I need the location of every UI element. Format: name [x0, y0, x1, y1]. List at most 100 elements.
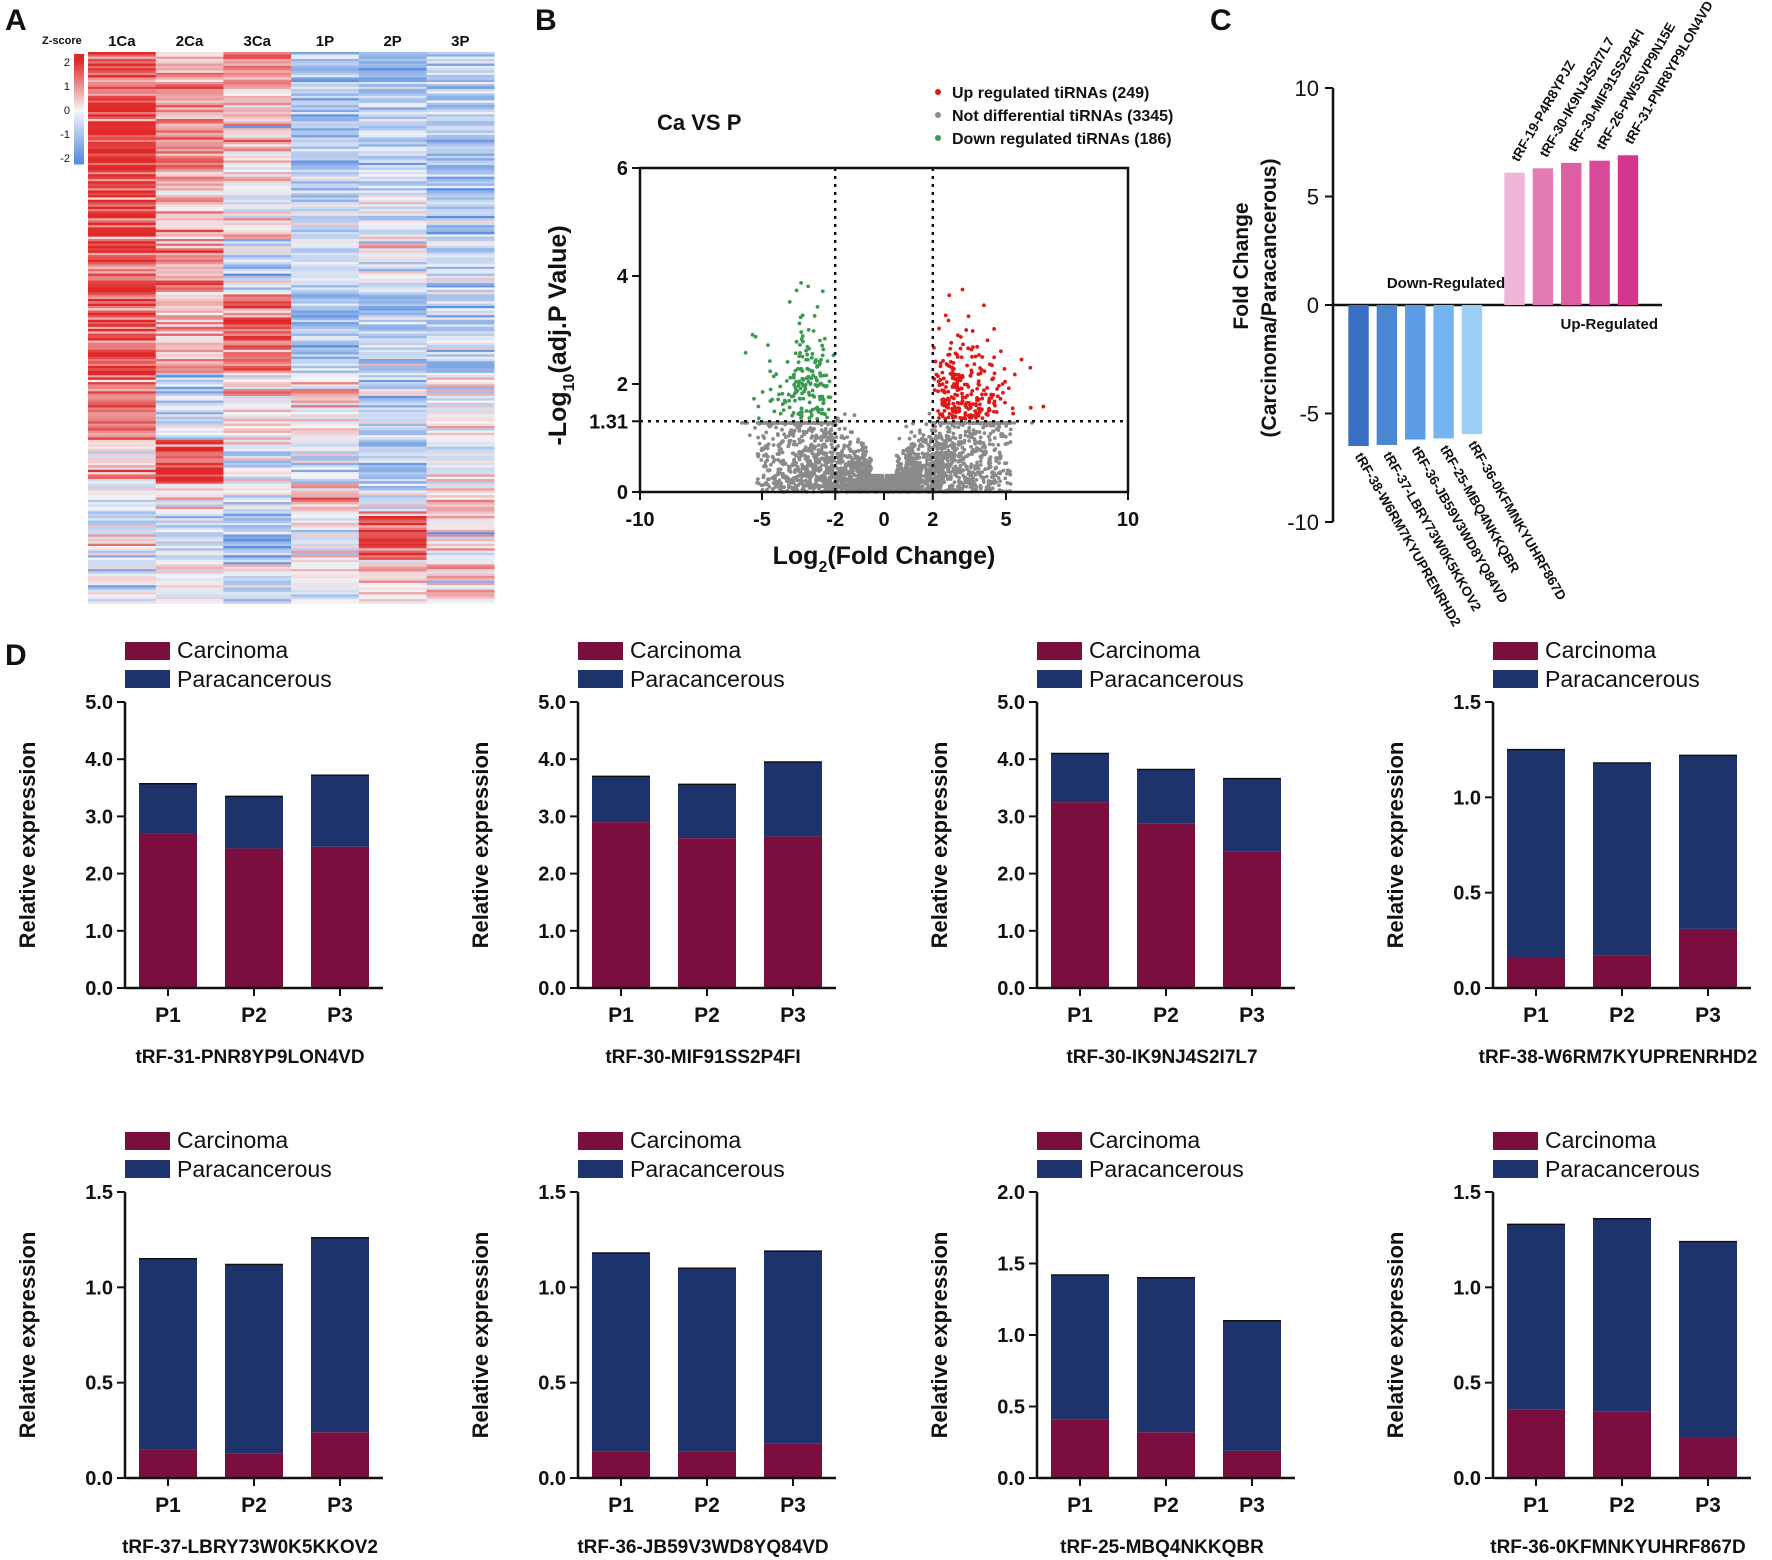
heatmap-cell: [426, 185, 495, 189]
heatmap-cell: [223, 174, 292, 177]
heatmap-cell: [223, 492, 292, 496]
volcano-point-up: [940, 382, 945, 387]
heatmap-cell: [358, 435, 427, 438]
heatmap-cell: [426, 225, 495, 228]
heatmap-cell: [223, 446, 292, 450]
volcano-point-nd: [969, 445, 973, 449]
volcano-point-nd: [757, 441, 762, 446]
heatmap-cell: [358, 79, 427, 83]
volcano-point-nd: [819, 456, 824, 461]
heatmap-cell: [88, 442, 156, 445]
heatmap-cell: [426, 416, 495, 420]
heatmap-cell: [426, 345, 495, 348]
bar-paracancerous: [1679, 755, 1737, 929]
volcano-point-nd: [961, 482, 965, 487]
chart-title: tRF-30-IK9NJ4S2I7L7: [1066, 1047, 1257, 1068]
chart-title: tRF-38-W6RM7KYUPRENRHD2: [1479, 1047, 1758, 1068]
heatmap-cell: [88, 100, 156, 104]
volcano-point-nd: [755, 480, 760, 485]
heatmap-cell: [223, 273, 292, 277]
volcano-point-up: [973, 402, 978, 407]
volcano-point-up: [1003, 400, 1007, 405]
heatmap-cell: [358, 195, 427, 198]
heatmap-cell: [223, 68, 292, 71]
volcano-point-nd: [851, 469, 855, 473]
heatmap-cell: [426, 102, 495, 106]
heatmap-cell: [223, 361, 292, 364]
volcano-point-nd: [802, 453, 807, 458]
heatmap-cell: [291, 495, 360, 498]
heatmap-cell: [88, 389, 156, 392]
heatmap-cell: [155, 70, 224, 74]
heatmap-cell: [358, 58, 427, 62]
heatmap-cell: [155, 515, 224, 519]
heatmap-cell: [155, 479, 224, 482]
volcano-point-nd: [800, 439, 805, 443]
volcano-point-nd: [992, 436, 997, 440]
volcano-point-nd: [825, 455, 829, 460]
heatmap-cell: [358, 354, 427, 357]
heatmap-cell: [88, 495, 156, 498]
volcano-point-up: [959, 355, 964, 360]
heatmap-cell: [291, 451, 360, 454]
heatmap-cell: [223, 275, 292, 279]
volcano-point-nd: [847, 460, 851, 465]
heatmap-cell: [155, 248, 224, 251]
volcano-point-nd: [855, 457, 860, 462]
volcano-point-down: [780, 402, 785, 406]
heatmap-cell: [223, 444, 292, 448]
legend-label-carcinoma: Carcinoma: [1089, 637, 1200, 663]
heatmap-cell: [426, 559, 495, 563]
heatmap-cell: [291, 181, 360, 184]
heatmap-cell: [358, 298, 427, 302]
heatmap-cell: [291, 107, 360, 111]
heatmap-cell: [426, 324, 495, 327]
heatmap-cell: [155, 379, 224, 383]
heatmap-cell: [88, 398, 156, 401]
y-tick-label: 2.0: [538, 864, 566, 886]
heatmap-cell: [223, 305, 292, 309]
heatmap-cell: [426, 259, 495, 263]
volcano-point-nd: [791, 451, 796, 456]
volcano-point-up: [947, 293, 952, 298]
heatmap-cell: [155, 58, 224, 62]
heatmap-cell: [223, 329, 292, 332]
heatmap-cell: [155, 439, 224, 443]
heatmap-cell: [426, 331, 495, 334]
volcano-point-down: [803, 382, 808, 387]
bar-paracancerous: [311, 775, 369, 847]
volcano-point-nd: [813, 438, 817, 443]
legend-label-paracancerous: Paracancerous: [1089, 1156, 1244, 1182]
heatmap-cell: [223, 564, 292, 568]
heatmap-cell: [155, 255, 224, 258]
volcano-point-nd: [993, 447, 998, 451]
heatmap-cell: [291, 192, 360, 196]
volcano-point-nd: [948, 470, 953, 475]
heatmap-cell: [223, 167, 292, 171]
heatmap-cell: [426, 132, 495, 136]
heatmap-cell: [426, 234, 495, 237]
volcano-point-nd: [797, 451, 802, 456]
heatmap-cell: [426, 257, 495, 261]
heatmap-cell: [88, 54, 156, 57]
heatmap-cell: [426, 93, 495, 97]
heatmap-cell: [426, 453, 495, 457]
chart-title: tRF-31-PNR8YP9LON4VD: [135, 1047, 364, 1068]
volcano-point-nd: [856, 448, 861, 453]
heatmap-cell: [223, 52, 292, 55]
heatmap-cell: [223, 599, 292, 602]
volcano-point-nd: [819, 478, 824, 483]
heatmap-cell: [88, 585, 156, 588]
heatmap-cell: [358, 273, 427, 277]
volcano-point-nd: [957, 453, 962, 458]
volcano-point-nd: [829, 428, 834, 433]
heatmap-cell: [223, 340, 292, 344]
x-tick-label: P1: [1523, 1494, 1549, 1517]
heatmap-cell: [88, 592, 156, 595]
heatmap-cell: [88, 215, 156, 219]
heatmap-cell: [223, 192, 292, 196]
heatmap-cell: [155, 278, 224, 281]
volcano-point-nd: [961, 461, 966, 466]
heatmap-cell: [358, 213, 427, 217]
volcano-point-nd: [805, 470, 810, 475]
